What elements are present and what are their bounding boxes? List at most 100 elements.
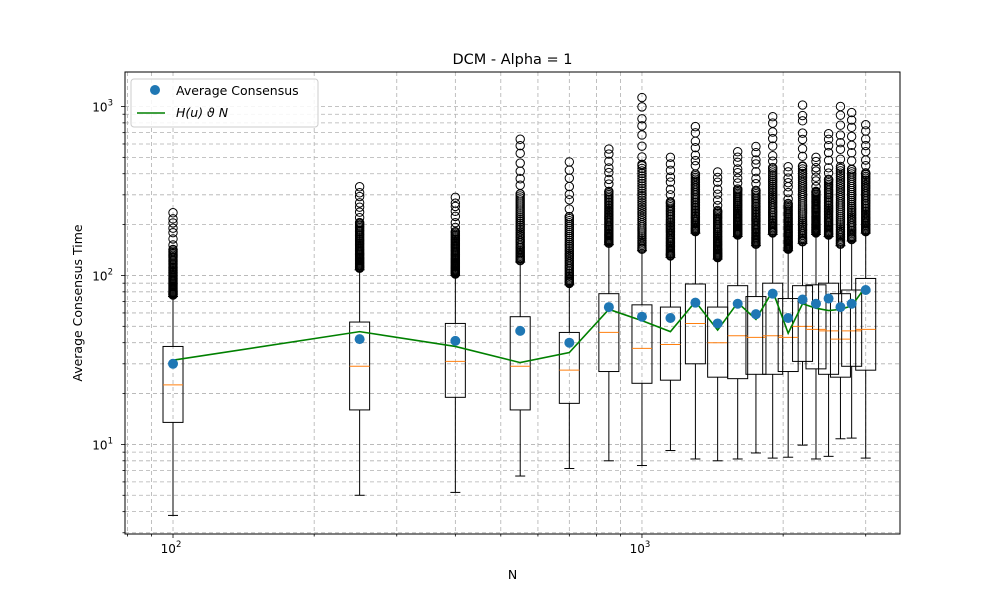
outlier-point bbox=[732, 164, 743, 174]
outlier-point bbox=[835, 170, 846, 181]
outlier-point bbox=[604, 167, 614, 178]
outlier-point bbox=[783, 198, 793, 209]
outlier-point bbox=[811, 152, 821, 163]
outlier-point bbox=[811, 187, 821, 197]
outlier-point bbox=[861, 146, 871, 157]
outlier-point bbox=[637, 209, 647, 219]
outlier-point bbox=[797, 161, 808, 171]
outlier-point bbox=[604, 144, 614, 154]
outlier-point bbox=[604, 149, 614, 159]
outlier-point bbox=[751, 178, 761, 189]
outlier-point bbox=[823, 147, 834, 158]
average-consensus-point bbox=[797, 294, 808, 305]
outlier-point bbox=[797, 134, 808, 145]
outlier-point bbox=[767, 141, 778, 151]
outlier-point bbox=[637, 163, 647, 174]
outlier-point bbox=[767, 151, 778, 161]
outlier-point bbox=[797, 177, 808, 188]
outlier-point bbox=[811, 176, 821, 186]
outlier-point bbox=[168, 223, 178, 233]
outlier-point bbox=[637, 200, 647, 210]
outlier-point bbox=[811, 172, 821, 182]
outlier-point bbox=[823, 134, 834, 145]
boxes bbox=[162, 92, 877, 516]
outlier-point bbox=[637, 183, 647, 194]
outlier-point bbox=[637, 193, 647, 203]
outlier-point bbox=[823, 155, 834, 166]
outlier-point bbox=[811, 181, 821, 192]
outlier-point bbox=[861, 126, 871, 136]
outlier-point bbox=[783, 167, 793, 177]
box-plot-850 bbox=[598, 144, 620, 462]
outlier-point bbox=[637, 186, 647, 196]
outlier-point bbox=[712, 184, 723, 194]
outlier-point bbox=[846, 167, 857, 177]
outlier-point bbox=[168, 244, 178, 255]
outlier-point bbox=[637, 204, 647, 215]
outlier-point bbox=[783, 194, 793, 204]
box-plot-3000 bbox=[855, 120, 877, 459]
box-plot-2350 bbox=[805, 152, 827, 460]
outlier-point bbox=[712, 195, 723, 205]
average-consensus-point bbox=[750, 309, 761, 320]
average-consensus-point bbox=[732, 298, 743, 309]
outlier-point bbox=[690, 150, 701, 160]
outlier-point bbox=[665, 165, 676, 176]
average-consensus-point bbox=[168, 358, 179, 369]
outlier-point bbox=[823, 174, 834, 185]
average-consensus-point bbox=[603, 302, 614, 313]
box-plot-400 bbox=[444, 192, 466, 493]
outlier-point bbox=[450, 198, 461, 208]
average-consensus-point bbox=[860, 285, 871, 296]
box-plot-250 bbox=[349, 182, 371, 496]
outlier-point bbox=[846, 171, 857, 181]
outlier-point bbox=[797, 173, 808, 183]
box-iqr bbox=[444, 322, 466, 398]
box-iqr bbox=[829, 293, 851, 378]
outlier-point bbox=[604, 174, 614, 185]
outlier-point bbox=[637, 168, 647, 179]
outlier-point bbox=[515, 158, 525, 168]
outlier-point bbox=[846, 131, 857, 142]
outlier-point bbox=[637, 178, 647, 189]
outlier-point bbox=[665, 152, 676, 163]
outlier-point bbox=[732, 167, 743, 178]
outlier-point bbox=[811, 156, 821, 167]
outlier-point bbox=[732, 178, 743, 188]
outlier-point bbox=[637, 190, 647, 201]
outlier-point bbox=[783, 162, 793, 172]
outlier-point bbox=[767, 156, 778, 166]
outlier-point bbox=[690, 161, 701, 171]
plot-frame bbox=[124, 71, 901, 535]
outlier-point bbox=[835, 144, 846, 154]
box-iqr bbox=[855, 277, 877, 371]
outlier-point bbox=[767, 133, 778, 144]
average-points bbox=[168, 285, 871, 369]
outlier-point bbox=[846, 115, 857, 125]
box-plot-2800 bbox=[841, 107, 863, 439]
x-axis-label: N bbox=[508, 567, 517, 582]
outlier-point bbox=[515, 180, 525, 190]
average-consensus-point bbox=[810, 298, 821, 309]
average-consensus-point bbox=[823, 293, 834, 304]
box-iqr bbox=[727, 285, 749, 380]
average-consensus-point bbox=[767, 288, 778, 299]
outlier-point bbox=[665, 172, 676, 182]
outlier-point bbox=[604, 179, 614, 189]
outlier-point bbox=[835, 130, 846, 140]
outlier-point bbox=[168, 228, 178, 238]
average-consensus-point bbox=[515, 325, 526, 336]
outlier-point bbox=[835, 173, 846, 183]
outlier-point bbox=[637, 171, 647, 181]
outlier-point bbox=[515, 140, 525, 151]
outlier-point bbox=[564, 195, 575, 205]
box-plot-100 bbox=[162, 208, 184, 516]
average-consensus-point bbox=[783, 313, 794, 324]
outlier-point bbox=[823, 129, 834, 139]
outlier-point bbox=[835, 184, 846, 194]
outlier-point bbox=[797, 116, 808, 126]
outlier-point bbox=[835, 161, 846, 172]
outlier-point bbox=[811, 166, 821, 176]
chart-title: DCM - Alpha = 1 bbox=[452, 52, 572, 68]
